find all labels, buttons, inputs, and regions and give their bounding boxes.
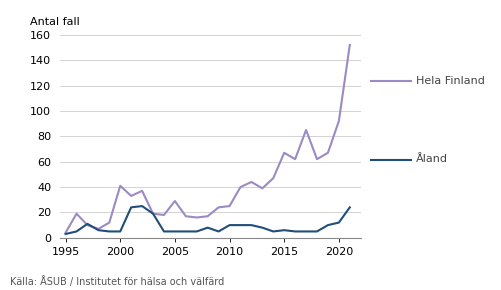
Text: Hela Finland: Hela Finland: [416, 76, 484, 86]
Text: Åland: Åland: [416, 155, 448, 164]
Text: Antal fall: Antal fall: [30, 17, 80, 27]
Text: Källa: ÅSUB / Institutet för hälsa och välfärd: Källa: ÅSUB / Institutet för hälsa och v…: [10, 276, 224, 287]
